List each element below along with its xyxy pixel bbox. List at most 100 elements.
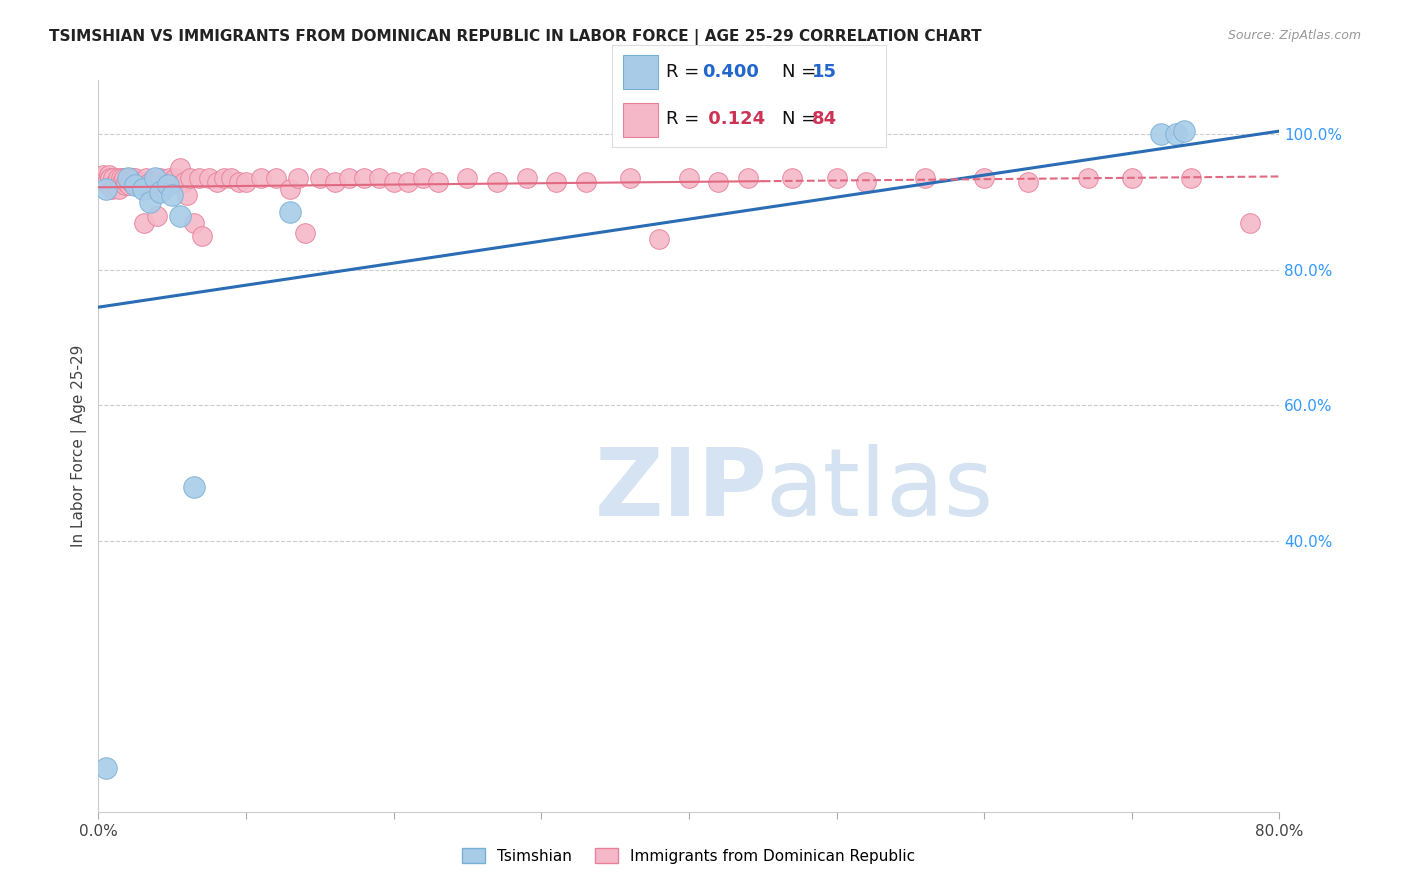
Point [339,171,361,186]
Point [103,171,125,186]
Point [120,175,142,189]
Point [162,188,183,202]
Point [264,171,287,186]
Point [287,171,309,186]
Point [855,175,877,189]
Point [1077,171,1099,186]
Point [93,175,115,189]
Point [157,171,180,186]
Text: R =: R = [666,63,706,81]
Point [575,175,598,189]
Point [134,215,156,229]
Text: Source: ZipAtlas.com: Source: ZipAtlas.com [1227,29,1361,42]
Point [176,188,198,202]
Point [96,175,118,189]
Point [427,175,450,189]
Point [118,178,141,193]
Text: R =: R = [666,111,706,128]
Point [90,171,112,186]
Point [678,171,700,186]
Bar [623,103,658,137]
Point [128,175,150,189]
Point [198,171,221,186]
Y-axis label: In Labor Force | Age 25-29: In Labor Force | Age 25-29 [72,345,87,547]
Text: 0.400: 0.400 [702,63,759,81]
Point [707,175,730,189]
Point [114,178,136,193]
Point [1121,171,1143,186]
Point [104,178,127,193]
Point [737,171,759,186]
Point [124,171,146,186]
Point [146,209,169,223]
Point [516,171,538,186]
Point [169,209,191,223]
Point [112,171,135,186]
Point [212,171,235,186]
Point [546,175,568,189]
Text: 84: 84 [811,111,837,128]
Point [94,181,117,195]
Point [156,178,179,193]
Point [183,215,205,229]
Point [165,171,187,186]
Point [139,195,162,210]
Point [1239,215,1261,229]
Point [250,171,273,186]
Point [1173,124,1195,138]
Point [117,171,139,186]
Point [107,171,129,186]
Point [294,226,316,240]
Point [132,181,155,195]
Text: 0.124: 0.124 [702,111,765,128]
Point [412,171,434,186]
Point [111,175,134,189]
Point [124,178,146,193]
Bar [623,55,658,88]
Text: TSIMSHIAN VS IMMIGRANTS FROM DOMINICAN REPUBLIC IN LABOR FORCE | AGE 25-29 CORRE: TSIMSHIAN VS IMMIGRANTS FROM DOMINICAN R… [49,29,981,45]
Point [280,181,302,195]
Point [205,175,228,189]
Point [457,171,479,186]
Point [235,175,257,189]
Point [191,229,214,244]
Point [280,205,302,219]
Point [221,171,243,186]
Point [183,480,205,494]
Point [153,175,176,189]
Point [368,171,391,186]
Point [1018,175,1040,189]
Point [486,175,509,189]
Point [139,175,162,189]
Point [228,175,250,189]
Point [973,171,995,186]
Point [1150,128,1173,142]
Point [132,175,155,189]
Text: 15: 15 [811,63,837,81]
Point [825,171,848,186]
Point [1166,128,1188,142]
Point [110,171,132,186]
Point [169,161,191,176]
Point [121,171,143,186]
Point [1180,171,1202,186]
Point [149,185,172,199]
Point [91,168,114,182]
Point [100,181,122,195]
Point [914,171,936,186]
Point [173,175,195,189]
Point [187,171,209,186]
Point [117,171,139,186]
Text: atlas: atlas [766,444,994,536]
Legend: Tsimshian, Immigrants from Dominican Republic: Tsimshian, Immigrants from Dominican Rep… [456,842,922,870]
Point [648,232,671,246]
Text: N =: N = [782,111,821,128]
Text: ZIP: ZIP [595,444,768,536]
Point [353,171,375,186]
Point [398,175,420,189]
Point [382,175,405,189]
Point [115,175,138,189]
Point [782,171,804,186]
Point [143,171,166,186]
Point [108,181,131,195]
